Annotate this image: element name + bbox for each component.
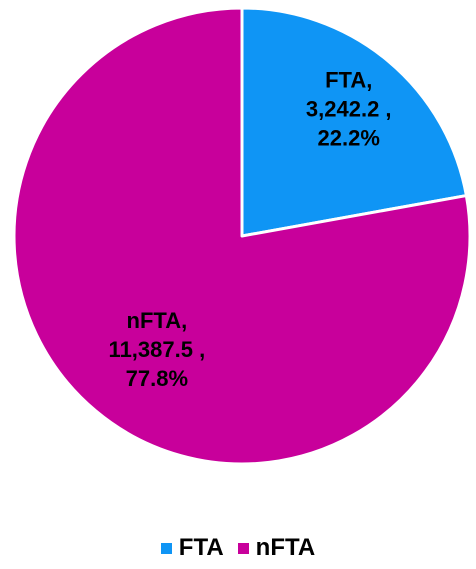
legend-label-nfta: nFTA (255, 534, 316, 561)
legend-item-fta: FTA (160, 534, 224, 562)
pie-slice-fta (240, 6, 468, 238)
legend-item-nfta: nFTA (237, 534, 316, 562)
slice-label-fta: FTA, 3,242.2 , 22.2% (306, 67, 392, 150)
legend-swatch-nfta (237, 542, 249, 554)
slice-label-nfta: nFTA, 11,387.5 , 77.8% (109, 308, 206, 391)
legend-label-fta: FTA (178, 534, 224, 561)
pie-labels: FTA, 3,242.2 , 22.2% nFTA, 11,387.5 , 77.8% (109, 67, 392, 391)
legend: FTA nFTA (0, 533, 476, 563)
pie-slices (12, 6, 472, 466)
legend-swatch-fta (160, 542, 172, 554)
pie-slice-nfta (12, 6, 472, 466)
